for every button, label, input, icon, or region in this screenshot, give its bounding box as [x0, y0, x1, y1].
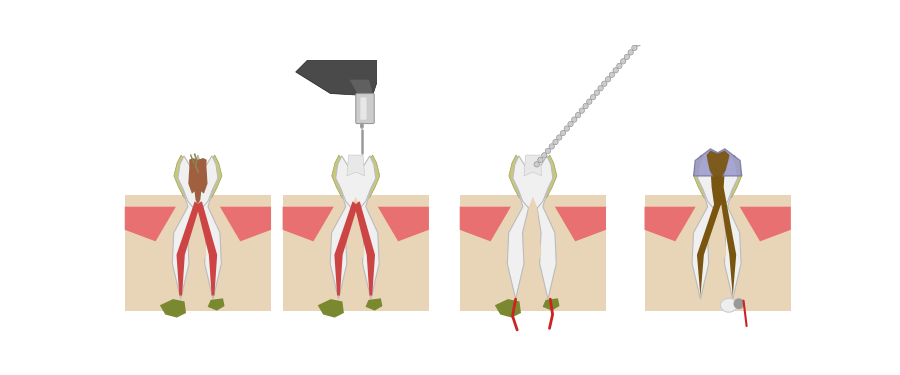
Polygon shape: [717, 178, 741, 299]
Circle shape: [556, 135, 562, 140]
Polygon shape: [296, 60, 376, 95]
Circle shape: [583, 104, 589, 109]
Polygon shape: [508, 155, 557, 208]
Ellipse shape: [720, 298, 737, 312]
Circle shape: [734, 298, 744, 309]
Circle shape: [534, 162, 539, 167]
Polygon shape: [189, 158, 207, 204]
Polygon shape: [125, 195, 271, 310]
Polygon shape: [335, 201, 359, 296]
Polygon shape: [172, 178, 198, 299]
Polygon shape: [508, 178, 533, 299]
Polygon shape: [697, 166, 736, 297]
Polygon shape: [524, 155, 542, 176]
Polygon shape: [644, 207, 696, 242]
Circle shape: [606, 76, 611, 82]
Circle shape: [568, 122, 573, 127]
Polygon shape: [698, 156, 738, 210]
Polygon shape: [694, 155, 742, 208]
Circle shape: [572, 117, 577, 122]
Circle shape: [620, 58, 625, 64]
Polygon shape: [174, 155, 222, 208]
Circle shape: [542, 153, 547, 158]
Polygon shape: [694, 149, 742, 176]
FancyBboxPatch shape: [356, 93, 374, 123]
Circle shape: [575, 112, 580, 118]
Polygon shape: [220, 207, 271, 242]
Polygon shape: [125, 207, 176, 242]
Circle shape: [564, 126, 570, 131]
Polygon shape: [460, 207, 511, 242]
Polygon shape: [208, 298, 225, 310]
Circle shape: [553, 139, 558, 145]
Circle shape: [590, 94, 596, 100]
Polygon shape: [198, 178, 221, 299]
Circle shape: [587, 99, 592, 104]
Polygon shape: [336, 156, 376, 210]
Ellipse shape: [360, 123, 364, 129]
Circle shape: [609, 72, 615, 78]
Circle shape: [579, 108, 584, 113]
FancyBboxPatch shape: [360, 98, 366, 120]
Polygon shape: [533, 178, 556, 299]
Polygon shape: [706, 150, 730, 178]
Polygon shape: [555, 207, 606, 242]
Polygon shape: [349, 80, 373, 93]
Polygon shape: [740, 207, 791, 242]
Circle shape: [594, 90, 599, 95]
Polygon shape: [347, 197, 365, 268]
Circle shape: [628, 50, 634, 55]
Ellipse shape: [626, 0, 669, 41]
Circle shape: [602, 81, 607, 86]
Polygon shape: [524, 197, 542, 268]
Circle shape: [625, 54, 630, 60]
Polygon shape: [283, 195, 429, 310]
Circle shape: [538, 157, 544, 163]
Circle shape: [549, 144, 554, 149]
Polygon shape: [347, 155, 365, 176]
Circle shape: [635, 41, 641, 46]
Ellipse shape: [632, 0, 658, 28]
Circle shape: [545, 148, 551, 154]
Polygon shape: [365, 298, 382, 310]
Polygon shape: [178, 156, 218, 210]
Polygon shape: [188, 158, 208, 194]
Polygon shape: [513, 156, 553, 210]
Polygon shape: [189, 197, 206, 268]
Circle shape: [616, 63, 622, 69]
Polygon shape: [356, 178, 379, 299]
Polygon shape: [495, 299, 521, 318]
Polygon shape: [354, 201, 375, 296]
Polygon shape: [176, 201, 201, 296]
Polygon shape: [283, 207, 334, 242]
Polygon shape: [460, 195, 606, 310]
Polygon shape: [709, 197, 726, 268]
Polygon shape: [692, 178, 717, 299]
Polygon shape: [543, 298, 560, 310]
Polygon shape: [330, 178, 356, 299]
Polygon shape: [378, 207, 429, 242]
Circle shape: [632, 45, 637, 51]
Polygon shape: [318, 299, 344, 318]
Circle shape: [561, 130, 566, 136]
Polygon shape: [332, 155, 380, 208]
Polygon shape: [160, 299, 186, 318]
Circle shape: [598, 86, 603, 91]
Polygon shape: [644, 195, 791, 310]
Circle shape: [613, 68, 618, 73]
Polygon shape: [195, 201, 217, 296]
